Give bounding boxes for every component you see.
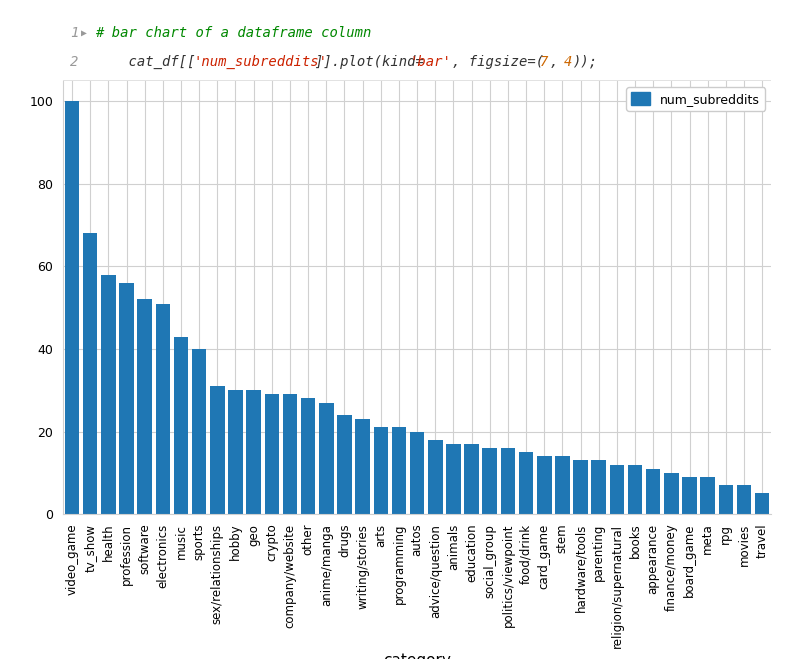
Bar: [610, 465, 624, 514]
Bar: [501, 448, 515, 514]
Bar: [101, 275, 116, 514]
Text: ,: ,: [550, 55, 558, 69]
Bar: [156, 304, 170, 514]
Bar: [228, 390, 242, 514]
Bar: [264, 394, 279, 514]
Bar: [646, 469, 660, 514]
Bar: [664, 473, 678, 514]
Bar: [464, 444, 478, 514]
Bar: [737, 485, 752, 514]
Text: 1: 1: [70, 26, 79, 40]
Bar: [356, 419, 370, 514]
Bar: [392, 428, 406, 514]
Text: 'num_subreddits': 'num_subreddits': [194, 55, 327, 69]
Bar: [192, 349, 206, 514]
Bar: [138, 299, 152, 514]
Bar: [537, 456, 552, 514]
Bar: [573, 461, 588, 514]
Bar: [682, 477, 696, 514]
Bar: [628, 465, 642, 514]
Bar: [446, 444, 460, 514]
Bar: [120, 283, 134, 514]
Text: 4: 4: [563, 55, 571, 69]
Bar: [700, 477, 715, 514]
Bar: [519, 452, 534, 514]
Bar: [65, 101, 79, 514]
Text: # bar chart of a dataframe column: # bar chart of a dataframe column: [95, 26, 371, 40]
Bar: [592, 461, 606, 514]
Bar: [374, 428, 388, 514]
X-axis label: category: category: [383, 653, 451, 659]
Text: 2: 2: [70, 55, 79, 69]
Bar: [210, 386, 224, 514]
Bar: [301, 399, 316, 514]
Bar: [482, 448, 497, 514]
Text: 'bar': 'bar': [409, 55, 451, 69]
Bar: [337, 415, 352, 514]
Text: , figsize=(: , figsize=(: [452, 55, 544, 69]
Text: ]].plot(kind=: ]].plot(kind=: [315, 55, 424, 69]
Bar: [83, 233, 98, 514]
Bar: [246, 390, 261, 514]
Bar: [319, 403, 334, 514]
Text: ▶: ▶: [81, 28, 87, 38]
Bar: [555, 456, 570, 514]
Bar: [428, 440, 442, 514]
Text: ));: ));: [573, 55, 598, 69]
Bar: [283, 394, 297, 514]
Bar: [174, 337, 188, 514]
Text: cat_df[[: cat_df[[: [95, 55, 196, 69]
Legend: num_subreddits: num_subreddits: [626, 87, 765, 111]
Bar: [719, 485, 733, 514]
Bar: [755, 494, 770, 514]
Text: 7: 7: [540, 55, 549, 69]
Bar: [410, 432, 424, 514]
